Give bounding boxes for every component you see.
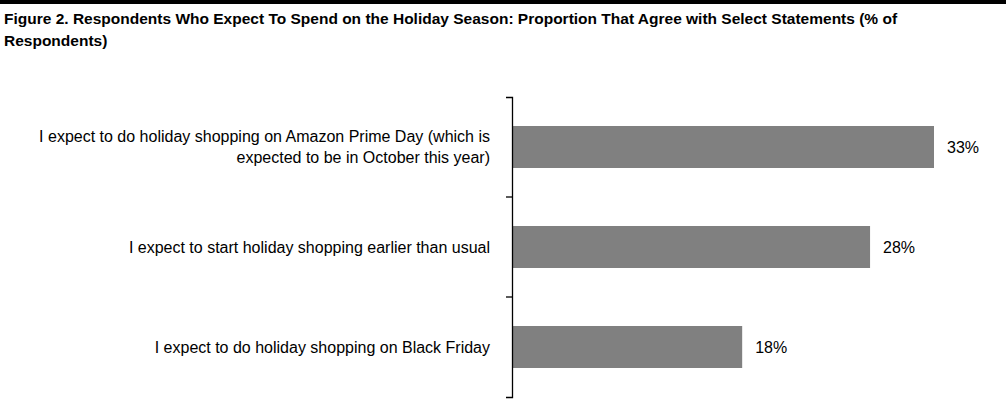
tick: I expect to start holiday shopping earli… (129, 239, 512, 256)
category-dividers (506, 197, 512, 297)
data-label: 33% (947, 139, 979, 156)
text-line: I expect to do holiday shopping on Black… (155, 339, 490, 356)
tick-label: I expect to do holiday shopping on Black… (155, 339, 490, 356)
bar (512, 126, 934, 168)
tick-label: I expect to do holiday shopping on Amazo… (39, 128, 490, 166)
bar (512, 326, 742, 368)
bar (512, 226, 870, 268)
top-rule (0, 0, 1006, 4)
category-divider (506, 296, 512, 297)
bars (512, 126, 934, 368)
text-line: I expect to start holiday shopping earli… (129, 239, 490, 256)
tick-label: I expect to start holiday shopping earli… (129, 239, 490, 256)
y-axis: I expect to do holiday shopping on Amazo… (39, 98, 512, 398)
data-labels: 33% 28% 18% (755, 139, 979, 356)
tick: I expect to do holiday shopping on Amazo… (39, 128, 512, 166)
data-label: 28% (883, 239, 915, 256)
text-line: Figure 2. Respondents Who Expect To Spen… (4, 10, 898, 27)
text-line: I expect to do holiday shopping on Amazo… (39, 128, 490, 145)
text-line: Respondents) (4, 32, 107, 49)
text-line: expected to be in October this year) (237, 149, 490, 166)
title: Figure 2. Respondents Who Expect To Spen… (4, 10, 898, 49)
axis-line (506, 98, 513, 398)
chart: Figure 2. Respondents Who Expect To Spen… (0, 0, 1006, 412)
tick: I expect to do holiday shopping on Black… (155, 339, 512, 356)
category-divider (506, 196, 512, 197)
data-label: 18% (755, 339, 787, 356)
